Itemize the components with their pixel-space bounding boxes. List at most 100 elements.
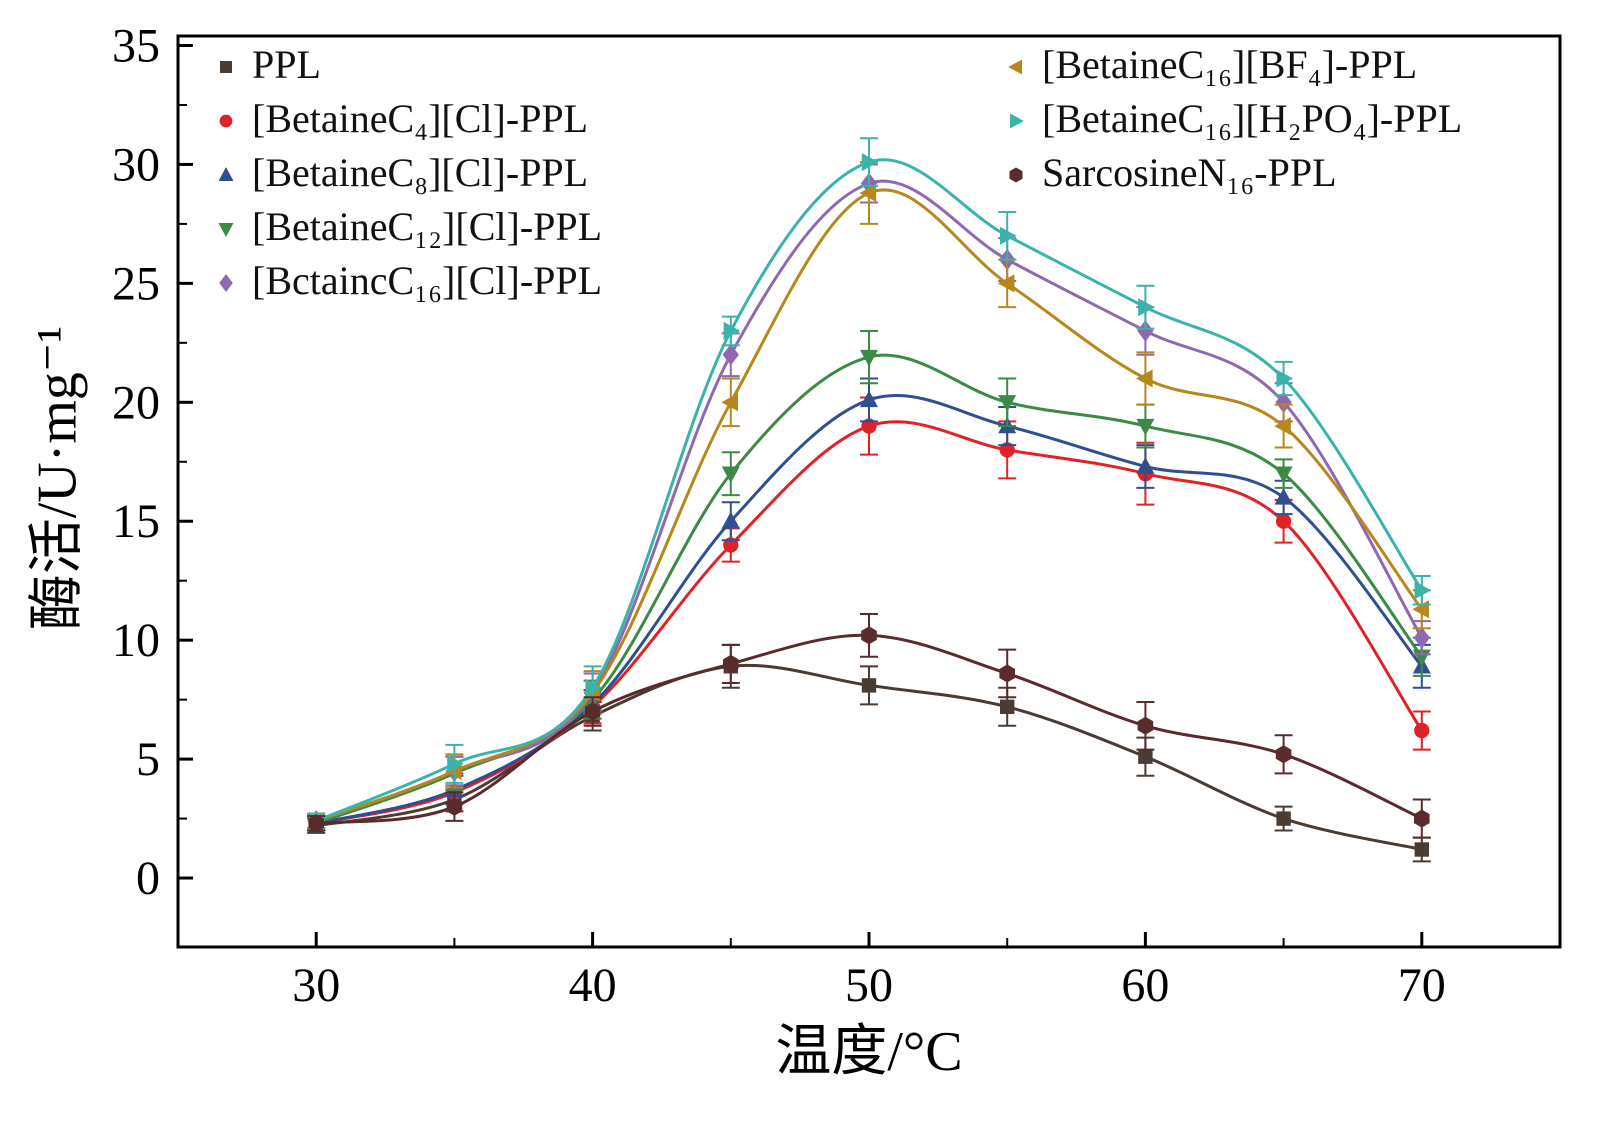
marker-square [220, 61, 232, 73]
marker-triangle-up [218, 167, 234, 181]
legend-item-1: [BetaineC₄][Cl]-PPL [212, 96, 602, 142]
x-tick-label: 30 [292, 959, 340, 1012]
series-line [315, 179, 1424, 823]
y-tick-label: 0 [136, 852, 160, 905]
legend-marker-diamond-icon [219, 274, 233, 292]
x-tick-label: 70 [1398, 959, 1446, 1012]
y-tick-label: 25 [112, 257, 160, 310]
y-tick-label: 10 [112, 614, 160, 667]
marker-triangle-down [1136, 418, 1155, 436]
marker-triangle-down [860, 349, 878, 367]
marker-triangle-right [1276, 369, 1294, 388]
legend-item-4: [BctaincC₁₆][Cl]-PPL [212, 258, 602, 304]
x-tick-label: 60 [1121, 959, 1169, 1012]
legend-column-right: [BetaineC₁₆][BF₄]-PPL [BetaineC₁₆][H₂PO₄]… [1002, 42, 1462, 196]
legend-item-2: [BetaineC₈][Cl]-PPL [212, 150, 602, 196]
marker-triangle-right [1414, 581, 1432, 600]
marker-triangle-right [723, 321, 741, 340]
marker-square [1276, 811, 1291, 826]
legend-marker-triangle-left-icon [1008, 59, 1022, 75]
marker-triangle-down [218, 223, 234, 237]
marker-hexagon [1275, 745, 1292, 764]
marker-triangle-left [1008, 59, 1022, 75]
marker-diamond [1413, 627, 1430, 649]
legend-label: PPL [252, 42, 321, 87]
marker-triangle-down [1274, 466, 1293, 484]
marker-hexagon [1137, 716, 1154, 735]
legend-item-0: PPL [212, 42, 602, 88]
marker-triangle-right [1010, 113, 1024, 129]
marker-diamond [219, 274, 233, 292]
legend-label: [BctaincC₁₆][Cl]-PPL [252, 258, 603, 303]
legend-marker-triangle-down-icon [218, 223, 234, 237]
y-tick-label: 30 [112, 138, 160, 191]
marker-triangle-left [721, 393, 738, 412]
legend-marker-square-icon [220, 61, 232, 73]
marker-hexagon [308, 814, 324, 833]
marker-triangle-left [997, 274, 1015, 293]
marker-diamond [1275, 391, 1292, 414]
marker-diamond [1137, 320, 1154, 342]
marker-hexagon [1009, 167, 1023, 183]
y-tick-label: 20 [112, 376, 160, 429]
series-7 [307, 612, 1431, 839]
marker-hexagon [723, 654, 739, 673]
marker-triangle-left [1412, 600, 1429, 619]
marker-triangle-down [998, 395, 1017, 412]
legend-column-left: PPL [BetaineC₄][Cl]-PPL [BetaineC₈][Cl]-PP… [212, 42, 602, 304]
marker-triangle-left [859, 184, 877, 202]
legend-label: [BetaineC₁₆][H₂PO₄]-PPL [1042, 96, 1463, 141]
legend-label: [BetaineC₄][Cl]-PPL [252, 96, 589, 141]
x-axis-title: 温度/°C [775, 1021, 963, 1083]
marker-square [1000, 699, 1015, 714]
legend-label: [BetaineC₁₂][Cl]-PPL [252, 204, 603, 249]
legend-item-5: [BetaineC₁₆][BF₄]-PPL [1002, 42, 1462, 88]
series-line [315, 158, 1424, 823]
marker-circle [1414, 722, 1430, 739]
legend-marker-circle-icon [219, 114, 233, 128]
marker-triangle-up [721, 511, 740, 529]
marker-square [1138, 749, 1153, 764]
y-tick-label: 5 [136, 733, 160, 786]
legend-marker-hexagon-icon [1009, 167, 1023, 183]
marker-triangle-right [447, 754, 464, 773]
legend-item-6: [BetaineC₁₆][H₂PO₄]-PPL [1002, 96, 1462, 142]
marker-diamond [722, 343, 739, 366]
y-tick-label: 35 [112, 20, 160, 73]
marker-triangle-up [860, 390, 878, 408]
marker-triangle-right [1000, 226, 1017, 245]
marker-triangle-left [1274, 417, 1291, 436]
marker-square [1414, 842, 1429, 857]
y-axis-title: 酶活/U·mg⁻¹ [26, 325, 89, 631]
marker-hexagon [584, 702, 601, 721]
marker-triangle-down [721, 466, 740, 484]
marker-triangle-right [585, 678, 602, 697]
legend-label: [BetaineC₁₆][BF₄]-PPL [1042, 42, 1418, 87]
marker-circle [1275, 513, 1292, 529]
y-tick-label: 15 [112, 495, 160, 548]
marker-square [861, 678, 877, 693]
legend-label: SarcosineN₁₆-PPL [1042, 150, 1337, 195]
marker-hexagon [446, 797, 463, 816]
marker-circle [219, 114, 233, 128]
series-0 [307, 643, 1431, 863]
series-line [315, 188, 1423, 823]
series-6 [307, 137, 1432, 830]
legend-item-3: [BetaineC₁₂][Cl]-PPL [212, 204, 602, 250]
legend-marker-triangle-up-icon [218, 167, 234, 181]
marker-triangle-right [1138, 298, 1155, 317]
series-line [316, 633, 1423, 825]
marker-triangle-right [861, 153, 879, 172]
legend-item-7: SarcosineN₁₆-PPL [1002, 150, 1462, 196]
marker-hexagon [861, 626, 877, 645]
legend-label: [BetaineC₈][Cl]-PPL [252, 150, 589, 195]
marker-hexagon [1414, 809, 1430, 828]
x-tick-label: 40 [569, 959, 617, 1012]
x-tick-label: 50 [845, 959, 893, 1012]
marker-triangle-up [1136, 457, 1155, 474]
marker-hexagon [999, 664, 1015, 683]
marker-triangle-up [1274, 488, 1293, 505]
marker-triangle-left [1136, 369, 1153, 388]
